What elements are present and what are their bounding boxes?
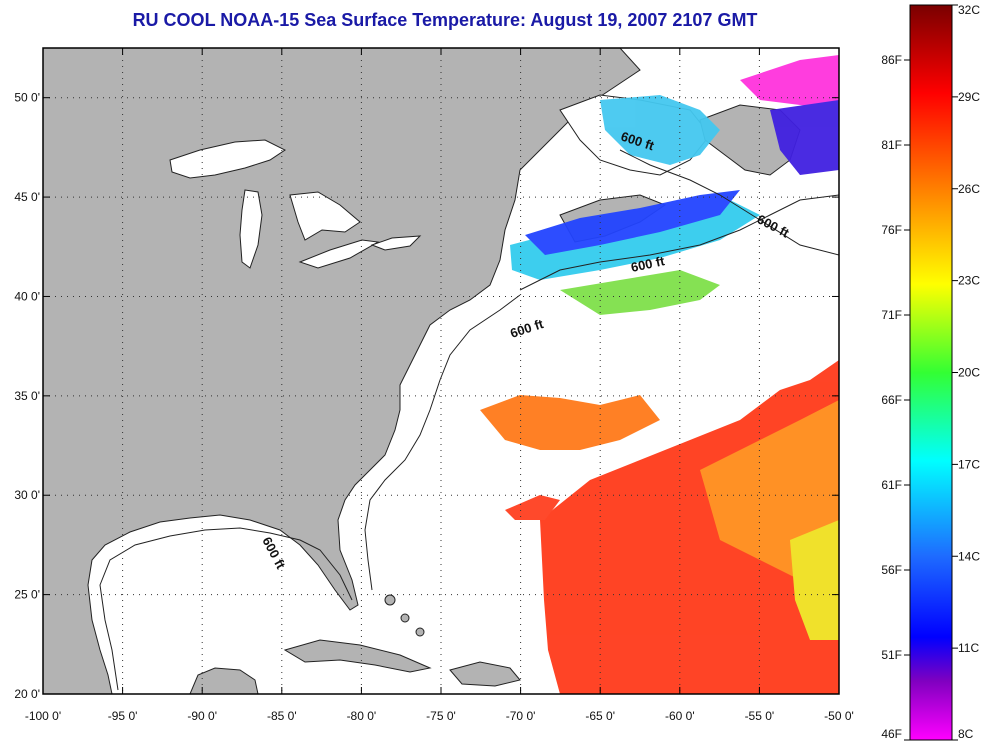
lon-label: -85 0' bbox=[267, 709, 297, 723]
colorbar-fahrenheit-label: 86F bbox=[881, 53, 902, 67]
colorbar-celsius-label: 26C bbox=[958, 182, 980, 196]
lake-ontario bbox=[370, 235, 422, 251]
colorbar-fahrenheit-label: 76F bbox=[881, 223, 902, 237]
sst-patch-cyan-north bbox=[600, 95, 720, 165]
colorbar-celsius-label: 23C bbox=[958, 274, 980, 288]
lon-label: -75 0' bbox=[426, 709, 456, 723]
lon-label: -50 0' bbox=[824, 709, 854, 723]
colorbar-celsius-label: 17C bbox=[958, 457, 980, 471]
sst-patch-yellow bbox=[790, 520, 839, 640]
colorbar-celsius-label: 11C bbox=[958, 641, 979, 655]
lon-label: -95 0' bbox=[108, 709, 138, 723]
lon-label: -90 0' bbox=[187, 709, 217, 723]
axis-ticks bbox=[42, 48, 840, 695]
lon-label: -70 0' bbox=[506, 709, 536, 723]
lon-label: -100 0' bbox=[25, 709, 61, 723]
lake-michigan bbox=[239, 189, 263, 269]
lat-label: 45 0' bbox=[14, 190, 40, 204]
colorbar-celsius-label: 20C bbox=[958, 366, 980, 380]
lat-label: 25 0' bbox=[14, 588, 40, 602]
colorbar-fahrenheit-label: 46F bbox=[881, 727, 902, 741]
colorbar-fahrenheit-label: 61F bbox=[881, 478, 902, 492]
bahamas-island bbox=[400, 613, 410, 623]
isobath-line-labrador bbox=[619, 149, 839, 256]
graticule bbox=[43, 48, 839, 694]
colorbar-fahrenheit-label: 81F bbox=[881, 138, 902, 152]
cuba-land bbox=[283, 639, 432, 673]
colorbar-fahrenheit-label: 56F bbox=[881, 563, 902, 577]
lake-huron bbox=[289, 191, 361, 241]
sst-patch-magenta bbox=[740, 55, 839, 110]
isobath-contours bbox=[99, 149, 839, 691]
lon-label: -80 0' bbox=[347, 709, 377, 723]
lon-label: -60 0' bbox=[665, 709, 695, 723]
longitude-axis-labels: -100 0' -95 0' -90 0' -85 0' -80 0' -75 0' -70… bbox=[25, 709, 854, 723]
sst-patch-purple bbox=[770, 100, 839, 175]
isobath-label: 600 ft bbox=[630, 253, 667, 275]
isobath-line-gulf bbox=[99, 527, 353, 691]
colorbar-fahrenheit-label: 51F bbox=[881, 648, 902, 662]
colorbar-fahrenheit-label: 66F bbox=[881, 393, 902, 407]
north-america-land bbox=[43, 48, 641, 694]
colorbar-celsius-label: 32C bbox=[958, 3, 980, 17]
colorbar-celsius-label: 8C bbox=[958, 727, 974, 741]
map-title: RU COOL NOAA-15 Sea Surface Temperature:… bbox=[132, 10, 758, 30]
lat-label: 40 0' bbox=[14, 289, 40, 303]
bahamas-island bbox=[415, 627, 425, 637]
sst-patch-gulfstream bbox=[505, 495, 560, 520]
lake-superior bbox=[169, 139, 286, 179]
colorbar bbox=[909, 4, 953, 741]
lat-label: 30 0' bbox=[14, 488, 40, 502]
lon-label: -65 0' bbox=[585, 709, 615, 723]
hispaniola-land bbox=[449, 661, 521, 687]
lat-label: 35 0' bbox=[14, 389, 40, 403]
latitude-axis-labels: 20 0' 25 0' 30 0' 35 0' 40 0' 45 0' 50 0' bbox=[14, 91, 40, 701]
isobath-line-east-coast bbox=[364, 294, 521, 591]
colorbar-fahrenheit-label: 71F bbox=[881, 308, 902, 322]
lake-erie bbox=[298, 239, 380, 269]
colorbar-labels: 32C 29C 26C 23C 20C 17C 14C 11C 8C 86F 81F 76F 71F 66… bbox=[881, 3, 980, 741]
sst-data-layer bbox=[480, 55, 839, 694]
sst-patch-green-mid bbox=[560, 270, 720, 315]
colorbar-celsius-label: 29C bbox=[958, 90, 980, 104]
colorbar-celsius-label: 14C bbox=[958, 549, 980, 563]
lat-label: 50 0' bbox=[14, 91, 40, 105]
lat-label: 20 0' bbox=[14, 687, 40, 701]
lon-label: -55 0' bbox=[745, 709, 775, 723]
sst-patch-blue bbox=[525, 190, 740, 255]
yucatan-land bbox=[189, 667, 259, 694]
isobath-line-northeast bbox=[519, 194, 839, 291]
sst-patch-orange bbox=[480, 395, 660, 450]
bahamas-island bbox=[384, 594, 396, 606]
